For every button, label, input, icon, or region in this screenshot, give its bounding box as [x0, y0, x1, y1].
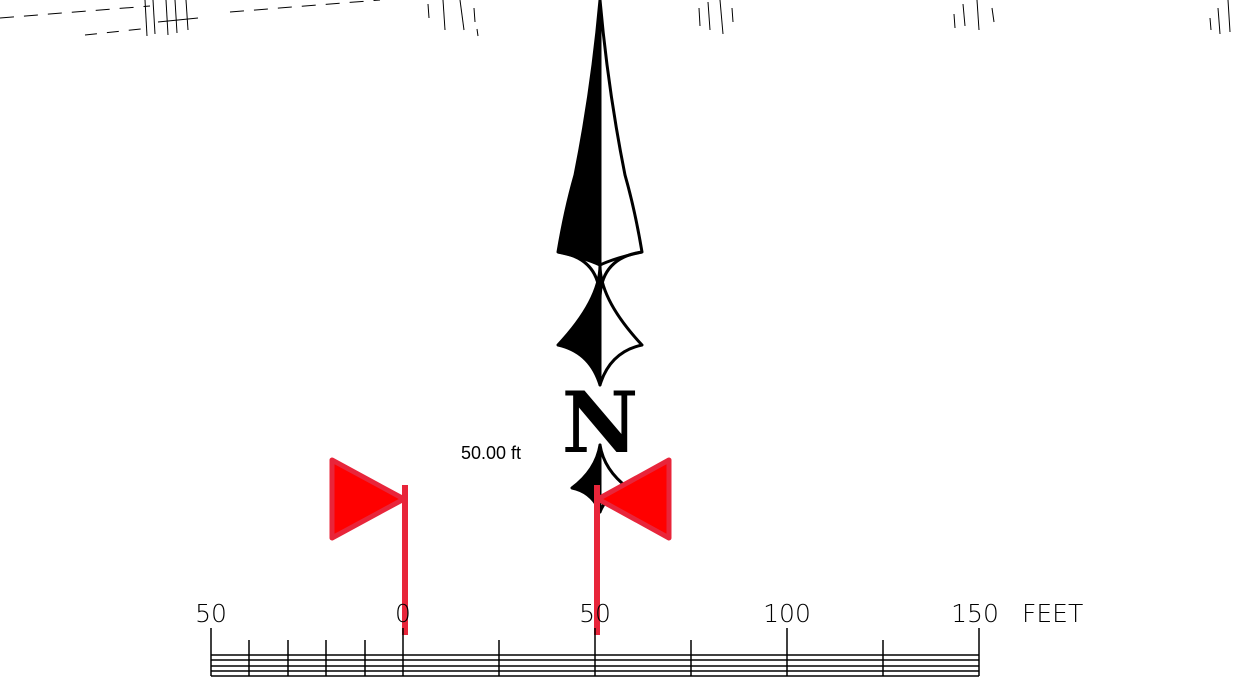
measurement-label: 50.00 ft [461, 443, 522, 463]
measure-end-flag-icon[interactable] [594, 457, 672, 635]
scale-bar-labels: 50 0 50 100 150 FEET [195, 599, 1083, 628]
measure-start-flag-icon[interactable] [329, 457, 408, 635]
scale-label-1: 0 [395, 599, 411, 628]
scale-unit: FEET [1022, 599, 1083, 628]
scale-label-2: 50 [579, 599, 611, 628]
scale-label-0: 50 [195, 599, 227, 628]
scale-label-3: 100 [763, 599, 811, 628]
scale-label-4: 150 [951, 599, 999, 628]
top-linework [0, 0, 1231, 37]
north-arrow-icon [556, 0, 644, 514]
scale-bar [210, 628, 980, 677]
north-letter: N [562, 373, 639, 472]
